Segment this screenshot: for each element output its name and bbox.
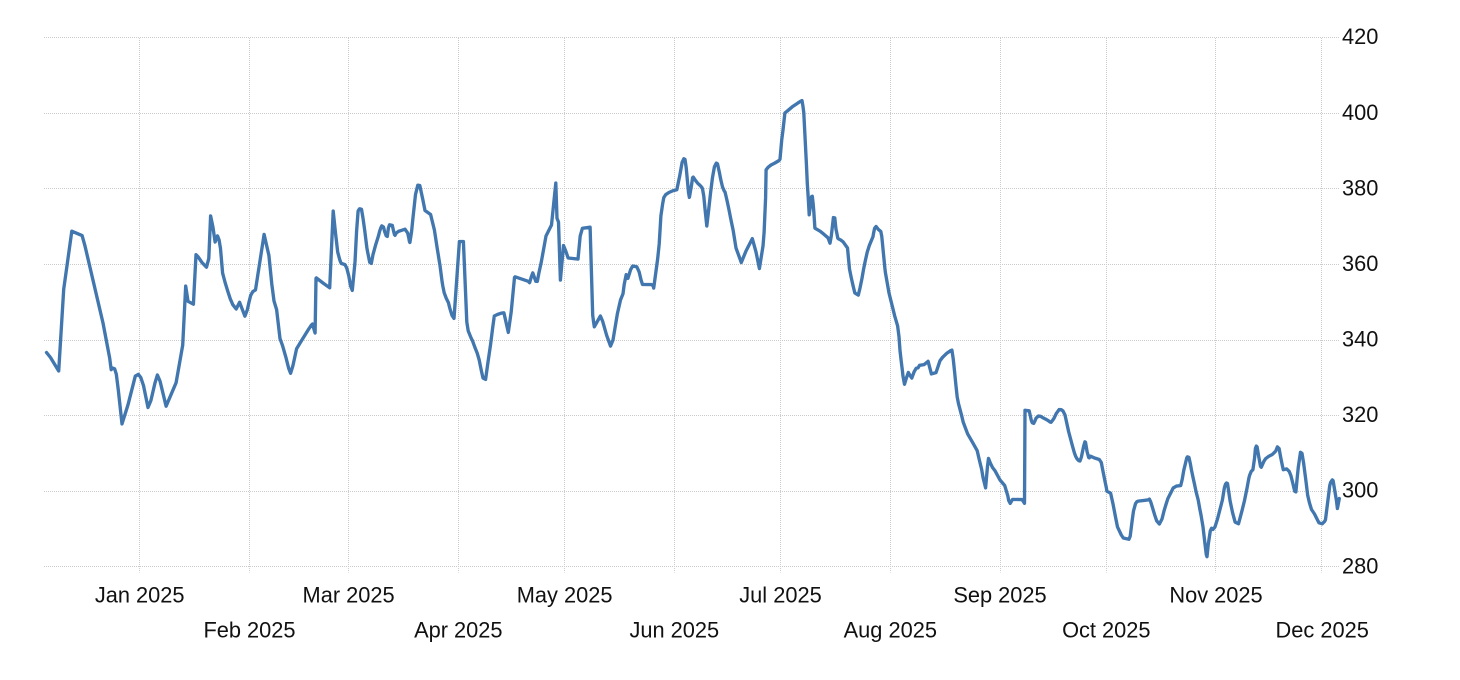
svg-text:Sep 2025: Sep 2025	[953, 583, 1046, 608]
svg-text:380: 380	[1342, 175, 1378, 200]
svg-text:Feb 2025: Feb 2025	[203, 618, 295, 643]
svg-text:Nov 2025: Nov 2025	[1169, 583, 1262, 608]
svg-text:Oct 2025: Oct 2025	[1062, 618, 1150, 643]
svg-text:May 2025: May 2025	[517, 583, 613, 608]
svg-text:420: 420	[1342, 24, 1378, 49]
svg-text:Dec 2025: Dec 2025	[1276, 618, 1369, 643]
svg-text:Apr 2025: Apr 2025	[414, 618, 502, 643]
svg-text:Jun 2025: Jun 2025	[629, 618, 719, 643]
svg-text:320: 320	[1342, 402, 1378, 427]
svg-text:Jul 2025: Jul 2025	[739, 583, 821, 608]
svg-text:300: 300	[1342, 478, 1378, 503]
svg-text:360: 360	[1342, 251, 1378, 276]
svg-text:280: 280	[1342, 553, 1378, 578]
svg-text:Jan 2025: Jan 2025	[95, 583, 185, 608]
svg-text:Aug 2025: Aug 2025	[844, 618, 937, 643]
svg-text:340: 340	[1342, 327, 1378, 352]
svg-text:Mar 2025: Mar 2025	[303, 583, 395, 608]
svg-text:400: 400	[1342, 100, 1378, 125]
